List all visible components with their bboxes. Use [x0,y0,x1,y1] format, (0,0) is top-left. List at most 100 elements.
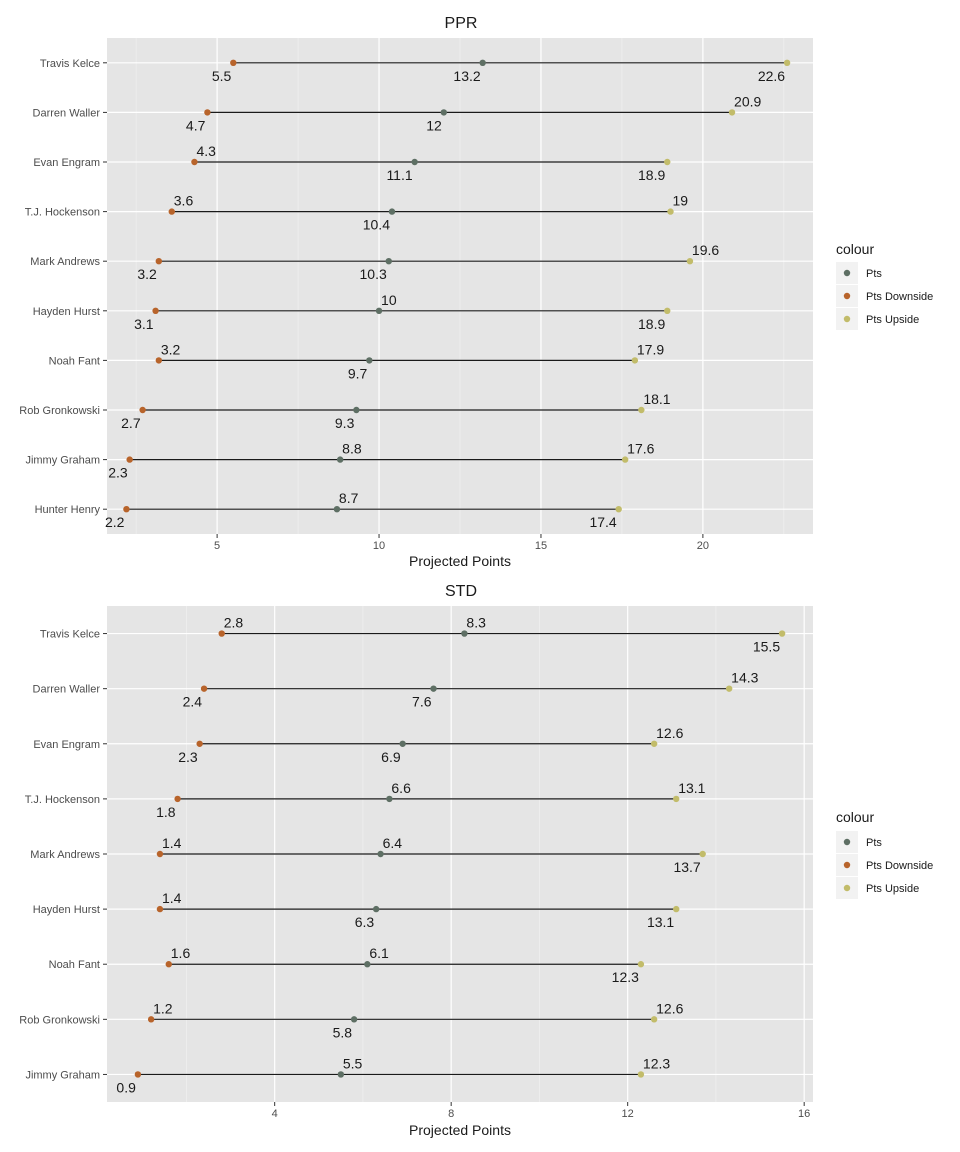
point-pts-downside [168,208,175,215]
point-pts-upside [686,258,694,265]
point-pts-downside [218,630,225,637]
chart-title: PPR [445,15,478,32]
data-label-pts: 5.8 [333,1024,353,1040]
point-pts-upside [673,795,680,803]
data-label-pts: 8.7 [339,490,359,506]
data-label-pts-upside: 12.3 [643,1055,670,1071]
x-tick-label: 12 [622,1108,634,1120]
point-pts [461,630,468,637]
data-label-pts: 10 [381,292,397,308]
point-pts-upside [664,307,671,314]
x-tick-label: 16 [798,1108,810,1120]
y-tick-label: Mark Andrews [30,849,100,861]
y-tick-label: Hayden Hurst [33,904,100,916]
legend-item-pts: Pts [836,831,882,853]
y-tick-label: Evan Engram [33,157,100,169]
legend-item-pts-downside: Pts Downside [836,285,933,307]
data-label-pts-upside: 18.9 [638,167,665,183]
data-label-pts-downside: 4.7 [186,117,206,133]
data-label-pts: 12 [426,117,442,133]
point-pts [479,59,486,66]
point-pts [411,158,418,166]
y-tick-label: T.J. Hockenson [25,794,100,806]
point-pts-upside [673,905,680,913]
point-pts-upside [728,109,736,116]
y-tick-label: Mark Andrews [30,256,100,268]
data-label-pts: 5.5 [343,1055,363,1071]
data-label-pts-upside: 20.9 [734,93,761,109]
data-label-pts: 6.4 [383,835,403,851]
point-pts [375,307,383,314]
data-label-pts-downside: 4.3 [196,143,216,159]
point-pts-downside [155,258,163,265]
legend-label: Pts [866,837,882,849]
point-pts [353,406,360,414]
data-label-pts-upside: 17.9 [637,341,664,357]
legend-key-dot [843,269,851,277]
point-pts-downside [196,740,203,747]
y-tick-label: Darren Waller [33,107,101,119]
y-tick-label: Noah Fant [49,959,100,971]
ppr-chart: PPR 5 10 15 20 Travis Kelce Darren Waller Evan… [19,15,813,569]
x-tick-label: 8 [448,1108,454,1120]
data-label-pts-upside: 13.7 [673,859,700,875]
point-pts [336,456,344,463]
data-label-pts-upside: 15.5 [753,639,780,655]
data-label-pts: 8.3 [466,615,486,631]
legend-label: Pts Downside [866,860,933,872]
data-label-pts-downside: 5.5 [212,68,232,84]
data-label-pts-downside: 3.2 [137,266,157,282]
point-pts-downside [134,1071,142,1078]
point-pts [372,905,380,913]
point-pts-upside [637,961,645,968]
y-tick-label: Jimmy Graham [25,455,100,467]
point-pts-downside [156,850,164,858]
point-pts [366,357,373,364]
y-tick-label: Travis Kelce [40,58,100,70]
point-pts-upside [615,506,622,513]
data-label-pts: 8.8 [342,441,362,457]
legend-label: Pts [866,268,882,280]
data-label-pts-downside: 1.2 [153,1000,173,1016]
legend-key-dot [843,884,851,892]
data-label-pts-downside: 2.4 [183,694,203,710]
point-pts-upside [650,740,658,747]
data-label-pts: 10.4 [363,217,390,233]
legend-title: colour [836,809,874,825]
y-tick-label: T.J. Hockenson [25,207,100,219]
y-tick-label: Travis Kelce [40,629,100,641]
data-label-pts-upside: 19 [673,193,689,209]
x-tick-label: 10 [373,540,385,552]
point-pts-downside [147,1016,155,1023]
data-label-pts-downside: 2.3 [178,749,198,765]
legend-item-pts-downside: Pts Downside [836,854,933,876]
legend-item-pts-upside: Pts Upside [836,877,919,899]
point-pts-downside [152,307,159,314]
x-axis-title: Projected Points [409,1122,511,1138]
x-tick-label: 5 [214,540,220,552]
legend: colour Pts Pts Downside Pts Upside [836,241,933,330]
data-label-pts-upside: 22.6 [758,68,785,84]
x-tick-label: 15 [535,540,547,552]
point-pts-upside [638,406,645,414]
point-pts [333,506,341,513]
data-label-pts-downside: 2.2 [105,514,125,530]
legend-key-dot [843,838,851,846]
y-tick-label: Rob Gronkowski [19,1014,100,1026]
legend-label: Pts Upside [866,314,919,326]
std-chart: STD 4 8 12 16 Travis Kelce Darren Waller Evan … [19,583,813,1138]
legend-key-dot [843,315,851,323]
point-pts-upside [631,357,639,364]
data-label-pts-upside: 13.1 [678,780,705,796]
point-pts-downside [126,456,133,463]
point-pts-downside [174,795,181,803]
y-tick-label: Noah Fant [49,355,100,367]
data-label-pts-downside: 2.8 [224,615,244,631]
y-tick-label: Hunter Henry [35,504,101,516]
point-pts-upside [667,208,674,215]
point-pts-downside [155,357,163,364]
legend-label: Pts Upside [866,883,919,895]
point-pts [440,109,448,116]
point-pts-downside [123,506,130,513]
